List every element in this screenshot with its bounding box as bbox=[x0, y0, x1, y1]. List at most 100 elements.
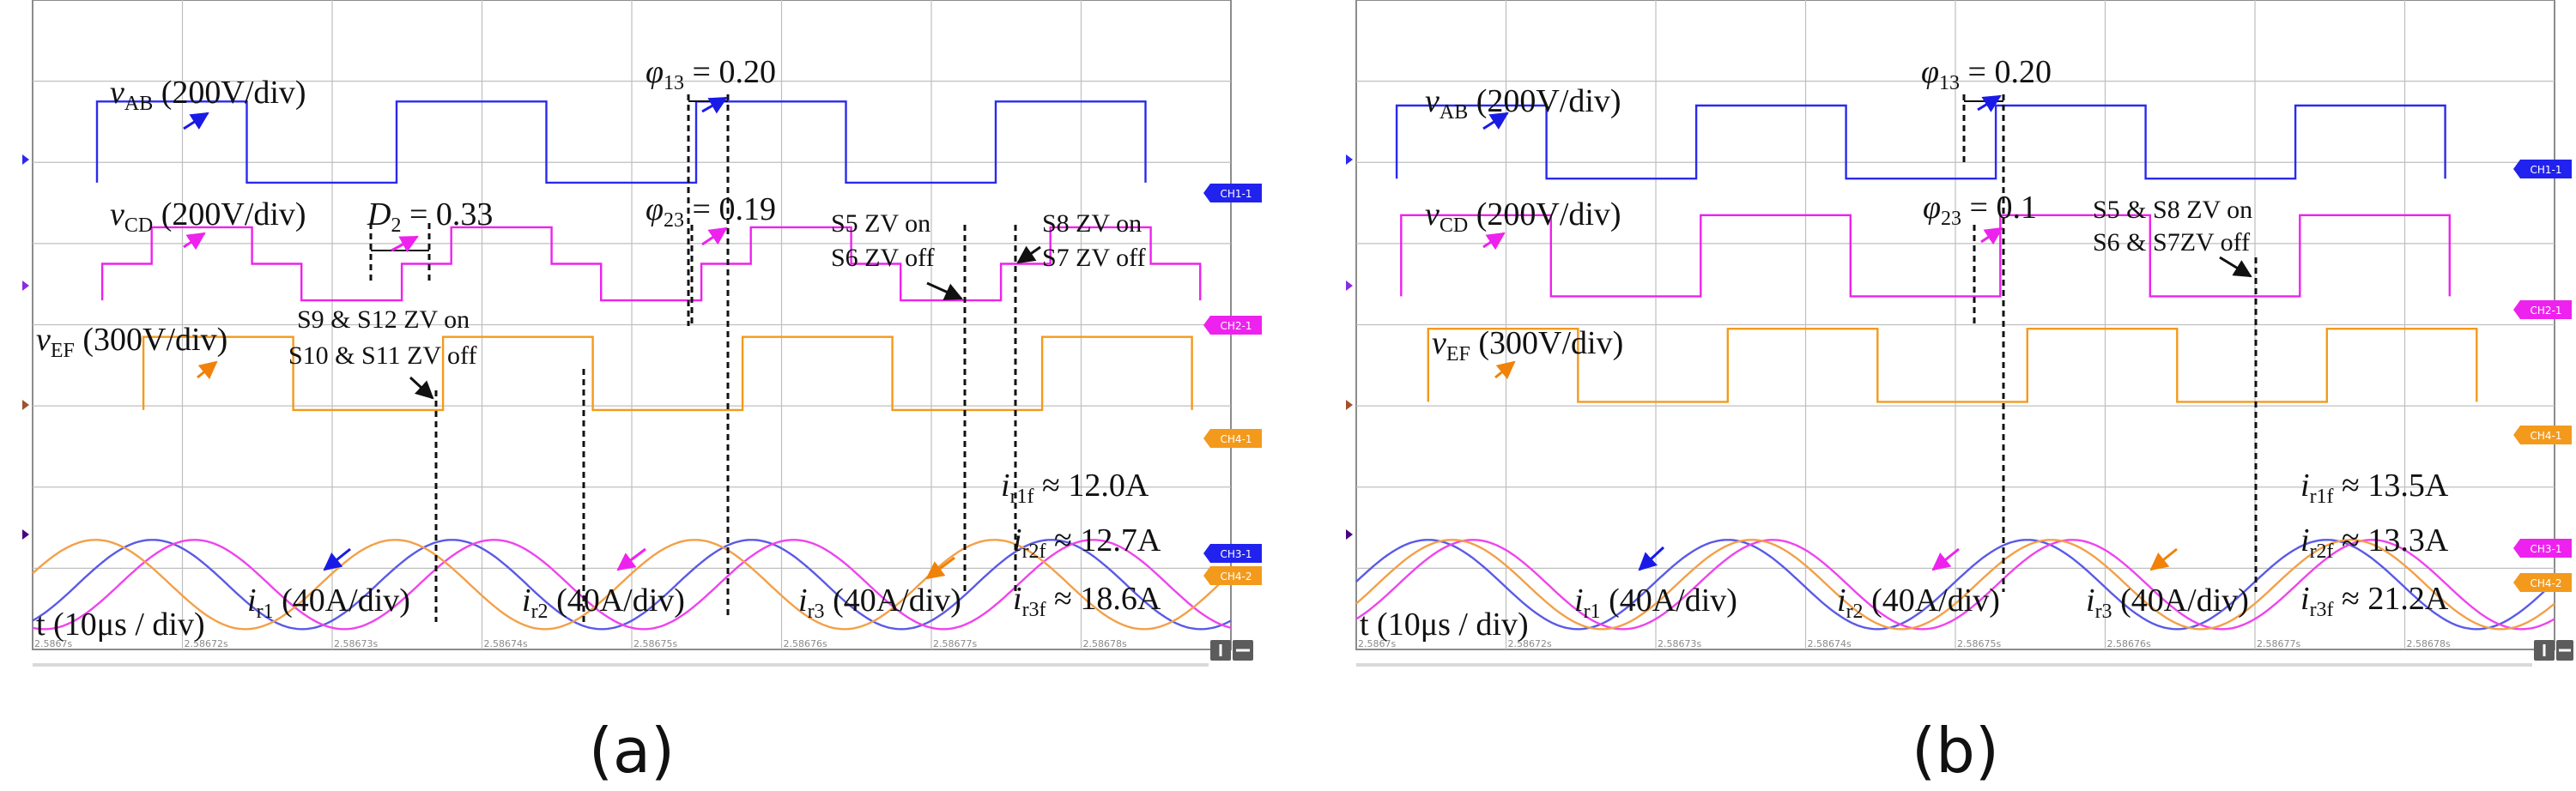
s5-label: S5 & S8 ZV on bbox=[2093, 196, 2252, 224]
phi23-arrow bbox=[1980, 226, 2003, 245]
trace-ir2 bbox=[1355, 539, 2555, 631]
s9-arrow bbox=[409, 376, 434, 400]
s5-arrow bbox=[926, 281, 963, 300]
vcd-label: vCD (200V/div) bbox=[110, 196, 306, 237]
s9-label: S9 & S12 ZV on bbox=[297, 305, 470, 334]
ch4-badge: CH4-1 bbox=[2513, 426, 2572, 444]
vcd-arrow bbox=[1482, 232, 1506, 251]
ch2-level-marker bbox=[1346, 281, 1353, 291]
phi23-arrow bbox=[701, 226, 728, 246]
svg-text:CH4-2: CH4-2 bbox=[2530, 577, 2561, 589]
vab-label: vAB (200V/div) bbox=[1425, 83, 1621, 124]
time-tick-label: 2.58676s bbox=[784, 638, 827, 649]
grid bbox=[1356, 0, 2555, 649]
vcd-label: vCD (200V/div) bbox=[1425, 196, 1621, 237]
s8-arrow bbox=[1016, 245, 1041, 264]
d2-arrow bbox=[391, 235, 419, 253]
trace-ir1 bbox=[32, 539, 1232, 631]
trace-ir3 bbox=[32, 539, 1232, 631]
ir3f-label: ir3f ≈ 21.2A bbox=[2300, 581, 2449, 621]
ir2-label: ir2 (40A/div) bbox=[522, 583, 685, 623]
time-tick-labels: 2.5867s 2.58672s 2.58673s 2.58674s 2.58675s 2… bbox=[34, 638, 1127, 649]
caption-a: (a) bbox=[589, 715, 675, 787]
annotations: vAB (200V/div) vCD (200V/div) vEF (300V/… bbox=[36, 54, 1161, 643]
trace-ir2 bbox=[32, 539, 1232, 631]
svg-text:CH1-1: CH1-1 bbox=[2530, 164, 2561, 176]
s5-arrow bbox=[2219, 256, 2252, 278]
ch4-level-marker bbox=[22, 400, 29, 410]
ir1f-label: ir1f ≈ 12.0A bbox=[1001, 468, 1149, 508]
ir2-arrow bbox=[616, 547, 646, 571]
vab-label: vAB (200V/div) bbox=[110, 75, 306, 115]
scrollbar-track[interactable] bbox=[1356, 663, 2532, 667]
time-tick-label: 2.58678s bbox=[2407, 638, 2451, 649]
time-tick-label: 2.58676s bbox=[2107, 638, 2151, 649]
time-tick-label: 2.58673s bbox=[334, 638, 378, 649]
ir2f-label: ir2f ≈ 13.3A bbox=[2300, 522, 2449, 563]
traces bbox=[1355, 104, 2555, 631]
timing-markers bbox=[369, 94, 1017, 622]
time-tick-label: 2.5867s bbox=[34, 638, 72, 649]
ch4-level-marker bbox=[1346, 400, 1353, 410]
time-tick-labels: 2.5867s 2.58672s 2.58673s 2.58674s 2.58675s 2… bbox=[1358, 638, 2451, 649]
ch1-level-marker bbox=[1346, 154, 1353, 165]
time-tick-label: 2.58675s bbox=[633, 638, 677, 649]
trace-vEF bbox=[1427, 328, 2478, 403]
scrollbar-track[interactable] bbox=[33, 663, 1209, 667]
trace-vAB bbox=[1395, 104, 2446, 180]
ir3f-label: ir3f ≈ 18.6A bbox=[1013, 581, 1161, 621]
vef-label: vEF (300V/div) bbox=[36, 322, 227, 362]
trace-ir3 bbox=[1355, 539, 2555, 631]
time-tick-label: 2.58674s bbox=[484, 638, 528, 649]
s5-label: S5 ZV on bbox=[831, 209, 930, 238]
panel-b: 2.5867s 2.58672s 2.58673s 2.58674s 2.58675s 2… bbox=[1346, 0, 2573, 787]
trace-vCD bbox=[100, 226, 1202, 302]
time-tick-label: 2.58673s bbox=[1658, 638, 1701, 649]
ir2-label: ir2 (40A/div) bbox=[1837, 583, 2000, 623]
ir1-label: ir1 (40A/div) bbox=[1574, 583, 1737, 623]
s6-label: S6 ZV off bbox=[831, 244, 935, 272]
phi13-label: φ13 = 0.20 bbox=[646, 54, 776, 94]
time-scale-label: t (10μs / div) bbox=[36, 607, 205, 643]
phi13-arrow bbox=[701, 96, 728, 114]
ir3-label: ir3 (40A/div) bbox=[2086, 583, 2249, 623]
svg-text:CH2-1: CH2-1 bbox=[1220, 320, 1252, 332]
time-tick-label: 2.58674s bbox=[1808, 638, 1852, 649]
ir2-arrow bbox=[1931, 547, 1960, 571]
ch2-badge: CH2-1 bbox=[2513, 300, 2572, 319]
svg-text:CH4-1: CH4-1 bbox=[2530, 430, 2561, 442]
time-tick-label: 2.58678s bbox=[1083, 638, 1127, 649]
ch3-badge: CH3-1 bbox=[1203, 544, 1262, 563]
trace-vAB bbox=[95, 100, 1147, 184]
phi23-label: φ23 = 0.1 bbox=[1923, 190, 2037, 230]
phi13-arrow bbox=[1977, 94, 2002, 112]
annotations: vAB (200V/div) vCD (200V/div) vEF (300V/… bbox=[1360, 54, 2449, 643]
ch2-level-marker bbox=[22, 281, 29, 291]
ch3-level-marker bbox=[22, 529, 29, 540]
ir1-label: ir1 (40A/div) bbox=[247, 583, 410, 623]
trace-vEF bbox=[142, 335, 1193, 412]
ch2-badge: CH2-1 bbox=[1203, 316, 1262, 335]
time-tick-label: 2.58672s bbox=[185, 638, 228, 649]
caption-b: (b) bbox=[1912, 715, 1999, 787]
ch5-badge: CH4-2 bbox=[2513, 573, 2572, 592]
time-tick-label: 2.58675s bbox=[1957, 638, 2001, 649]
vab-arrow bbox=[1482, 112, 1509, 130]
ch4-badge: CH4-1 bbox=[1203, 429, 1262, 448]
ch3-level-marker bbox=[1346, 529, 1353, 540]
s7-label: S7 ZV off bbox=[1042, 244, 1146, 272]
time-tick-label: 2.58677s bbox=[2257, 638, 2300, 649]
svg-text:CH3-1: CH3-1 bbox=[1220, 548, 1252, 560]
time-tick-label: 2.58672s bbox=[1508, 638, 1552, 649]
svg-text:CH2-1: CH2-1 bbox=[2530, 305, 2561, 317]
s8-label: S8 ZV on bbox=[1042, 209, 1142, 238]
svg-text:CH3-1: CH3-1 bbox=[2530, 543, 2561, 555]
vef-arrow bbox=[197, 360, 218, 380]
ir3-arrow bbox=[925, 556, 955, 580]
ir1f-label: ir1f ≈ 13.5A bbox=[2300, 468, 2449, 508]
timing-markers bbox=[1962, 94, 2258, 592]
ir1-arrow bbox=[323, 547, 351, 571]
ch1-level-marker bbox=[22, 154, 29, 165]
ir1-arrow bbox=[1638, 546, 1665, 571]
ir3-arrow bbox=[2149, 547, 2178, 571]
